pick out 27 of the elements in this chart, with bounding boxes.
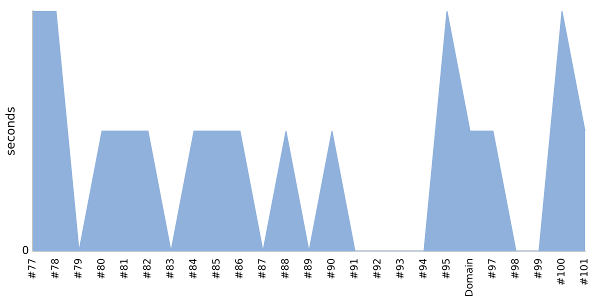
x-tick-label: #92	[372, 258, 384, 280]
x-tick-label: #93	[396, 258, 407, 280]
x-tick-label: #89	[304, 258, 315, 280]
x-tick-label: #83	[166, 258, 177, 280]
x-tick-label: Domain	[464, 258, 476, 298]
x-tick-label: #97	[488, 258, 499, 280]
x-tick-label: #85	[212, 258, 223, 280]
x-tick-label: #101	[580, 258, 591, 286]
x-tick-label: #84	[188, 258, 200, 280]
x-tick-label: #88	[280, 258, 292, 280]
x-tick-label: #77	[28, 258, 39, 280]
x-tick-label: #80	[96, 258, 108, 280]
x-tick-label: #82	[142, 258, 154, 280]
text: 0	[22, 244, 29, 258]
x-tick-label: #79	[74, 258, 85, 280]
x-tick-label: #91	[350, 258, 361, 280]
x-tick-label: #100	[556, 258, 568, 286]
x-tick-label: #86	[234, 258, 246, 280]
x-tick-label: #99	[534, 258, 545, 280]
x-tick-label: #94	[418, 258, 430, 280]
x-tick-label: #87	[258, 258, 269, 280]
x-tick-label: #90	[326, 258, 338, 280]
x-tick-label: #78	[50, 258, 62, 280]
x-tick-label: #95	[442, 258, 453, 280]
x-tick-label: #98	[510, 258, 522, 280]
y-axis-title: seconds	[3, 106, 18, 156]
x-tick-label: #81	[120, 258, 131, 280]
